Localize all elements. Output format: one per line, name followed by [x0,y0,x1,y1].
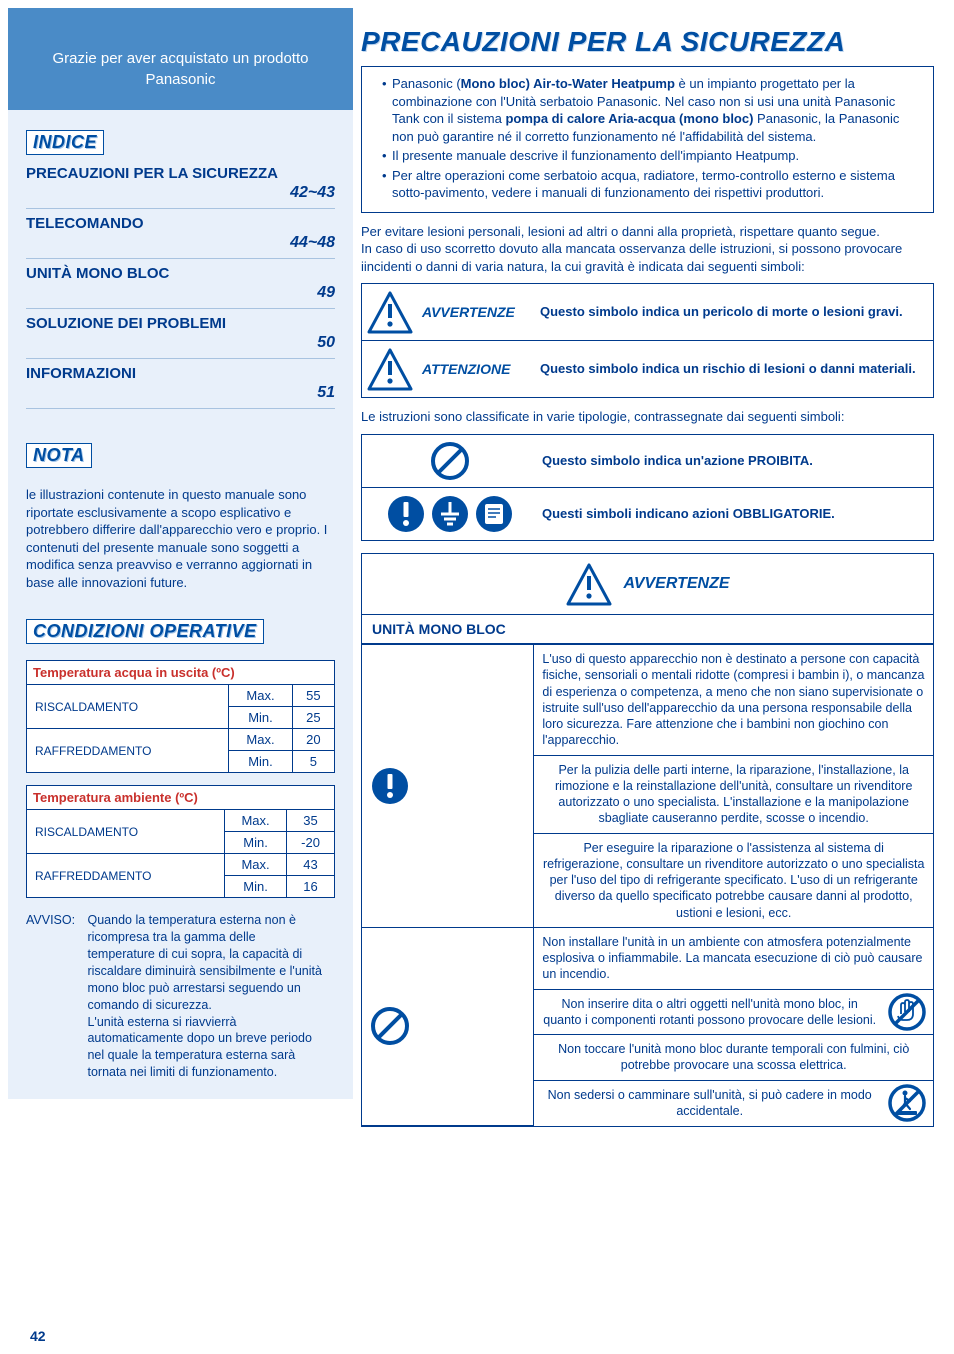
condizioni-panel: CONDIZIONI OPERATIVE Temperatura acqua i… [8,605,353,1099]
warning-desc: Questo simbolo indica un pericolo di mor… [536,298,933,327]
water-temp-table: Temperatura acqua in uscita (ºC) RISCALD… [26,660,335,773]
table-max-label: Max. [229,685,292,707]
table-max-label: Max. [229,729,292,751]
table-min-label: Min. [225,832,287,854]
toc-title: UNITÀ MONO BLOC [26,265,335,282]
page-root: Grazie per aver acquistato un prodotto P… [0,0,954,1135]
intro-paragraph: Per evitare lesioni personali, lesioni a… [361,223,934,276]
toc-list: PRECAUZIONI PER LA SICUREZZA 42~43 TELECO… [26,165,335,409]
toc-title: PRECAUZIONI PER LA SICUREZZA [26,165,335,182]
table-min-val: 16 [287,876,335,898]
mandatory-desc: Questi simboli indicano azioni OBBLIGATO… [538,500,933,529]
page-title: PRECAUZIONI PER LA SICUREZZA [361,26,934,58]
toc-pages: 42~43 [26,184,335,202]
table-min-val: 5 [292,751,334,773]
warning-text: Per eseguire la riparazione o l'assisten… [534,833,933,927]
indice-heading: INDICE [26,130,104,155]
warning-label: AVVERTENZE [418,298,536,326]
intro-bullet: Panasonic (Mono bloc) Air-to-Water Heatp… [382,75,923,145]
warning-text: Non sedersi o camminare sull'unità, si p… [534,1080,933,1125]
nota-text: le illustrazioni contenute in questo man… [26,486,335,591]
indice-panel: INDICE PRECAUZIONI PER LA SICUREZZA 42~4… [8,110,353,429]
table-max-label: Max. [225,810,287,832]
mandatory-row: Questi simboli indicano azioni OBBLIGATO… [362,488,933,540]
caution-symbol-row: ATTENZIONE Questo simbolo indica un risc… [361,341,934,398]
warning-text: Non installare l'unità in un ambiente co… [534,927,933,989]
toc-pages: 51 [26,384,335,402]
toc-pages: 49 [26,284,335,302]
severity-symbols: AVVERTENZE Questo simbolo indica un peri… [361,283,934,398]
warning-text: L'uso di questo apparecchio non è destin… [534,645,933,756]
toc-title: SOLUZIONE DEI PROBLEMI [26,315,335,332]
prohibited-icon [362,435,538,487]
avviso-text: Quando la temperatura esterna non è rico… [87,912,322,1081]
table-min-val: -20 [287,832,335,854]
toc-entry: INFORMAZIONI 51 [26,365,335,409]
main-content: PRECAUZIONI PER LA SICUREZZA Panasonic (… [361,8,934,1127]
caution-triangle-icon [362,341,418,397]
no-step-icon [887,1083,927,1123]
warning-text: Non toccare l'unità mono bloc durante te… [534,1035,933,1081]
avviso-label: AVVISO: [26,912,84,929]
intro-box: Panasonic (Mono bloc) Air-to-Water Heatp… [361,66,934,213]
table-min-val: 25 [292,707,334,729]
table-mode: RISCALDAMENTO [27,810,225,854]
unit-subheading: UNITÀ MONO BLOC [362,615,933,644]
classification-symbols: Questo simbolo indica un'azione PROIBITA… [361,434,934,541]
warning-text: Per la pulizia delle parti interne, la r… [534,755,933,833]
table-max-val: 35 [287,810,335,832]
mandatory-icon-cell [362,645,534,928]
thank-you-text: Grazie per aver acquistato un prodotto P… [53,50,309,88]
intro-bullet: Per altre operazioni come serbatoio acqu… [382,167,923,202]
warning-triangle-icon [565,562,613,606]
caution-desc: Questo simbolo indica un rischio di lesi… [536,355,933,384]
warning-symbol-row: AVVERTENZE Questo simbolo indica un peri… [361,283,934,341]
table-mode: RAFFREDDAMENTO [27,854,225,898]
intro-bullet-list: Panasonic (Mono bloc) Air-to-Water Heatp… [372,75,923,202]
caution-label: ATTENZIONE [418,355,536,383]
prohibited-icon-cell [362,927,534,1125]
table-min-label: Min. [225,876,287,898]
avvertenze-header: AVVERTENZE [362,554,933,615]
toc-title: TELECOMANDO [26,215,335,232]
mandatory-icons [362,488,538,540]
avviso-block: AVVISO: Quando la temperatura esterna no… [26,912,335,1081]
avvertenze-box: AVVERTENZE UNITÀ MONO BLOC L'uso di ques… [361,553,934,1127]
toc-entry: TELECOMANDO 44~48 [26,215,335,259]
ambient-temp-header: Temperatura ambiente (ºC) [27,786,335,810]
table-max-val: 55 [292,685,334,707]
warnings-table: L'uso di questo apparecchio non è destin… [362,644,933,1126]
table-max-val: 43 [287,854,335,876]
nota-heading: NOTA [26,443,92,468]
table-mode: RISCALDAMENTO [27,685,229,729]
page-number: 42 [30,1328,46,1344]
table-max-label: Max. [225,854,287,876]
avvertenze-head-label: AVVERTENZE [623,575,729,593]
table-max-val: 20 [292,729,334,751]
water-temp-header: Temperatura acqua in uscita (ºC) [27,661,335,685]
classification-text: Le istruzioni sono classificate in varie… [361,408,934,426]
toc-pages: 44~48 [26,234,335,252]
condizioni-heading: CONDIZIONI OPERATIVE [26,619,264,644]
intro-bullet: Il presente manuale descrive il funziona… [382,147,923,165]
nota-panel: NOTA le illustrazioni contenute in quest… [8,429,353,605]
prohibited-row: Questo simbolo indica un'azione PROIBITA… [362,435,933,488]
toc-entry: UNITÀ MONO BLOC 49 [26,265,335,309]
table-min-label: Min. [229,751,292,773]
toc-pages: 50 [26,334,335,352]
no-hand-icon [887,992,927,1032]
warning-triangle-icon [362,284,418,340]
toc-entry: SOLUZIONE DEI PROBLEMI 50 [26,315,335,359]
prohibited-desc: Questo simbolo indica un'azione PROIBITA… [538,447,933,476]
ambient-temp-table: Temperatura ambiente (ºC) RISCALDAMENTO … [26,785,335,898]
table-min-label: Min. [229,707,292,729]
sidebar: Grazie per aver acquistato un prodotto P… [8,8,353,1127]
thank-you-box: Grazie per aver acquistato un prodotto P… [8,8,353,110]
toc-title: INFORMAZIONI [26,365,335,382]
warning-text: Non inserire dita o altri oggetti nell'u… [534,989,933,1035]
table-mode: RAFFREDDAMENTO [27,729,229,773]
toc-entry: PRECAUZIONI PER LA SICUREZZA 42~43 [26,165,335,209]
